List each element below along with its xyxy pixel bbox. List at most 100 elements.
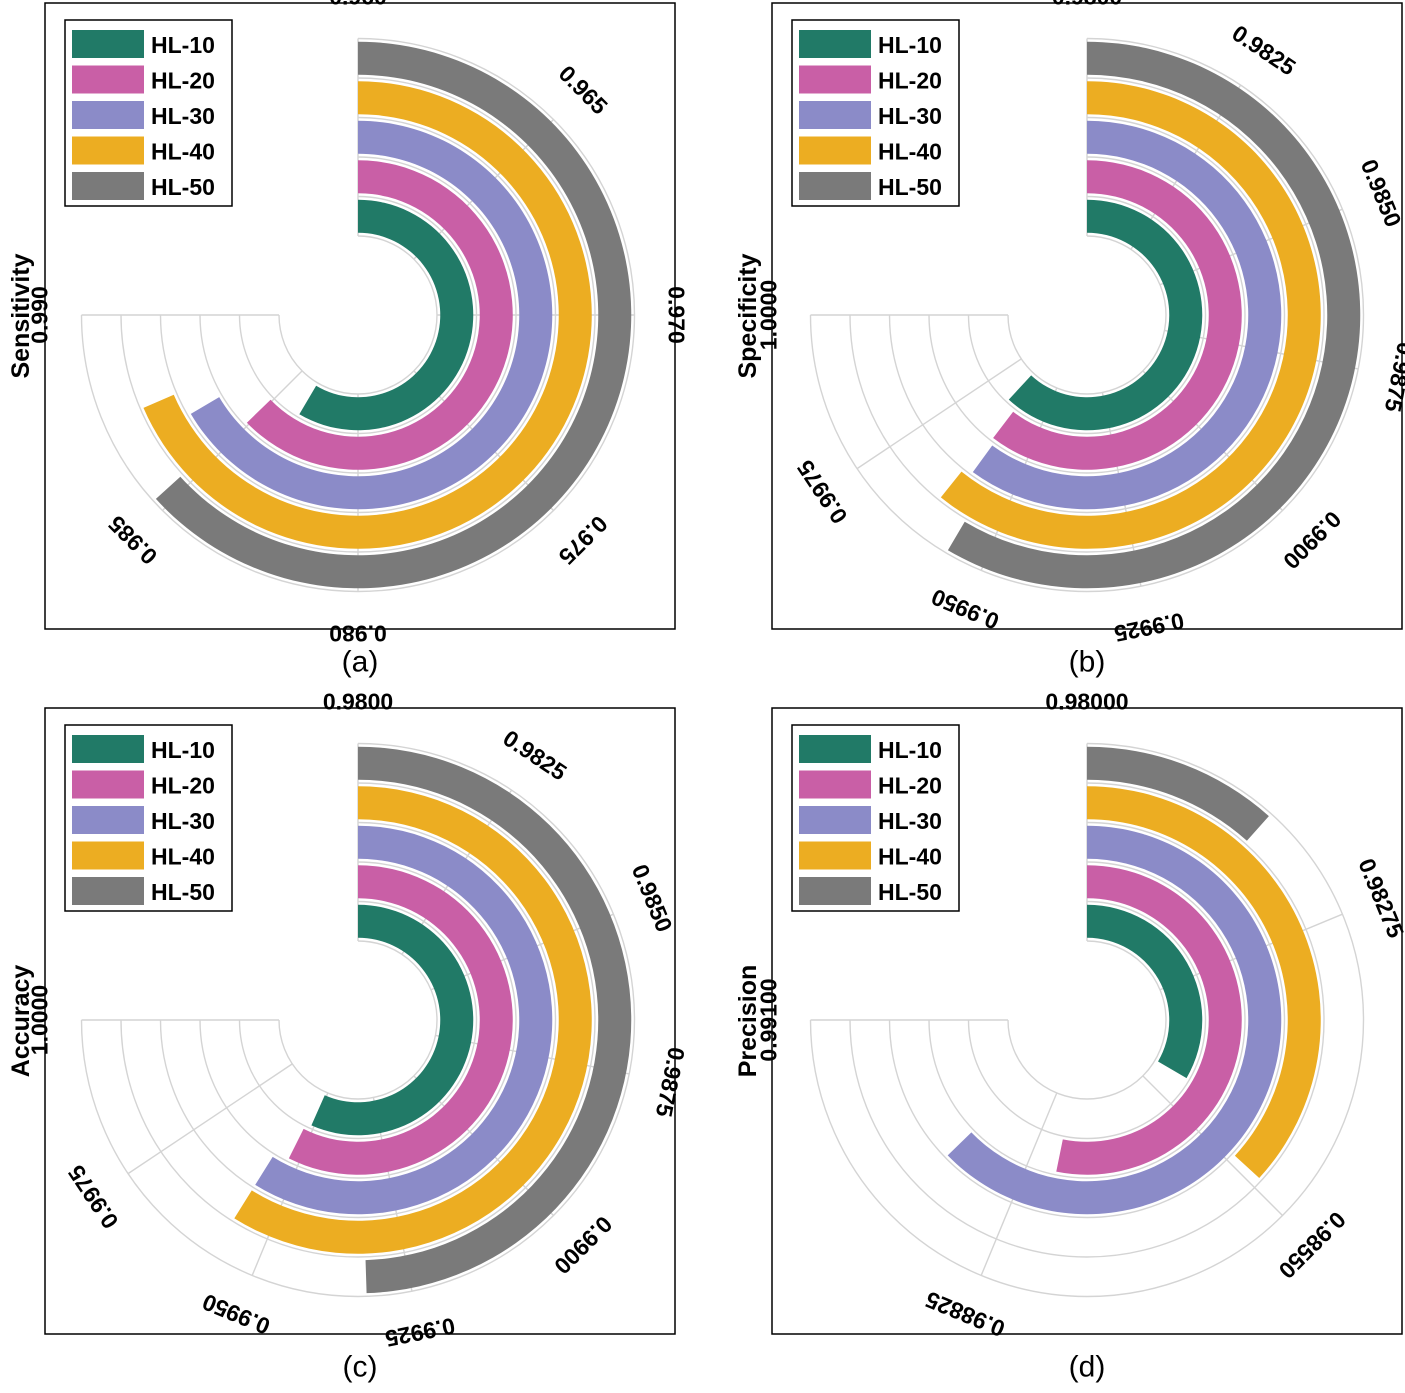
y-axis-label: Accuracy [7, 965, 35, 1078]
tick-label: 0.9975 [63, 1160, 124, 1233]
grid-spoke [856, 358, 1022, 470]
legend: HL-10 HL-20 HL-30 HL-40 HL-50 [791, 724, 960, 912]
bar-hl-50 [155, 41, 632, 589]
tick-label: 0.99100 [756, 978, 782, 1061]
legend-swatch-hl-20 [799, 770, 871, 799]
legend-swatch-hl-20 [799, 65, 871, 94]
y-axis-label: Precision [734, 965, 762, 1078]
legend-label: HL-50 [878, 879, 942, 905]
legend-swatch-hl-10 [72, 735, 144, 763]
legend-swatch-hl-30 [799, 806, 871, 834]
tick-label: 0.970 [664, 286, 690, 344]
bar-hl-10 [1087, 904, 1203, 1079]
legend-label: HL-10 [151, 737, 215, 763]
grid-spoke [127, 1063, 293, 1175]
tick-label: 0.9900 [549, 1211, 617, 1279]
bar-hl-20 [1056, 865, 1242, 1175]
tick-label: 0.9900 [1278, 506, 1346, 574]
legend-swatch-hl-40 [72, 136, 144, 165]
y-axis-label: Sensitivity [7, 253, 35, 378]
tick-label: 0.9875 [651, 1045, 690, 1119]
legend-swatch-hl-50 [72, 172, 144, 200]
bar-hl-10 [311, 904, 474, 1136]
legend: HL-10 HL-20 HL-30 HL-40 HL-50 [64, 724, 233, 912]
panel-caption: (d) [1069, 1351, 1106, 1384]
legend-swatch-hl-10 [799, 735, 871, 763]
legend-swatch-hl-50 [799, 877, 871, 905]
legend-label: HL-30 [151, 808, 215, 834]
bar-hl-20 [993, 160, 1242, 470]
tick-label: 0.9850 [1356, 156, 1405, 231]
bar-hl-10 [299, 199, 474, 431]
bar-hl-50 [358, 746, 632, 1294]
panel-1: 0.960 0.965 0.970 0.975 0.980 0.985 0.990Sensi… [7, 0, 690, 679]
bar-hl-30 [255, 825, 553, 1215]
grid-ring [278, 235, 438, 395]
legend-label: HL-20 [878, 68, 942, 94]
legend-swatch-hl-40 [799, 841, 871, 870]
legend-label: HL-50 [151, 879, 215, 905]
legend-label: HL-20 [151, 773, 215, 799]
panel-caption: (a) [342, 646, 379, 679]
tick-label: 0.9950 [199, 1289, 274, 1340]
bar-hl-40 [234, 786, 592, 1254]
bar-hl-40 [1087, 786, 1321, 1179]
bar-hl-30 [972, 120, 1282, 510]
panel-caption: (c) [343, 1351, 378, 1384]
legend-swatch-hl-30 [799, 101, 871, 129]
bar-hl-40 [940, 81, 1321, 549]
tick-label: 0.9825 [498, 725, 571, 786]
panel-4: 0.980000.982750.985500.988250.99100Preci… [734, 689, 1405, 1384]
panel-3: 0.9800 0.9825 0.9850 0.9875 0.9900 0.9925 0.99… [7, 689, 690, 1384]
tick-label: 0.98550 [1274, 1207, 1351, 1284]
tick-label: 0.9975 [792, 455, 853, 528]
bar-hl-30 [947, 825, 1282, 1215]
legend-label: HL-10 [878, 737, 942, 763]
grid-ring [1007, 940, 1167, 1100]
bar-hl-20 [246, 160, 513, 470]
legend-label: HL-10 [878, 32, 942, 58]
tick-label: 0.9875 [1380, 340, 1405, 414]
tick-label: 0.985 [103, 511, 162, 570]
panel-2: 0.9800 0.9825 0.9850 0.9875 0.9900 0.9925 0.99… [734, 0, 1405, 679]
plot-frame [44, 2, 676, 630]
tick-label: 0.9925 [383, 1313, 457, 1352]
legend-label: HL-40 [151, 844, 215, 870]
legend-swatch-hl-50 [72, 877, 144, 905]
legend-swatch-hl-20 [72, 770, 144, 799]
panel-caption: (b) [1069, 646, 1106, 679]
bar-hl-20 [288, 865, 513, 1175]
tick-label: 0.9800 [323, 689, 393, 715]
legend-label: HL-20 [878, 773, 942, 799]
legend-label: HL-50 [151, 174, 215, 200]
tick-label: 0.9950 [928, 584, 1003, 635]
tick-label: 0.9825 [1227, 20, 1300, 81]
bar-hl-10 [1008, 199, 1203, 431]
plot-frame [771, 2, 1403, 630]
legend-swatch-hl-10 [72, 30, 144, 58]
tick-label: 0.975 [554, 511, 613, 570]
legend-swatch-hl-30 [72, 806, 144, 834]
tick-label: 0.965 [554, 60, 613, 119]
tick-label: 0.960 [329, 0, 387, 10]
tick-label: 0.990 [27, 286, 53, 344]
tick-label: 0.9925 [1112, 608, 1186, 647]
legend: HL-10 HL-20 HL-30 HL-40 HL-50 [64, 19, 233, 207]
legend-label: HL-30 [151, 103, 215, 129]
legend-swatch-hl-40 [72, 841, 144, 870]
legend-label: HL-40 [878, 139, 942, 165]
tick-label: 0.980 [329, 621, 387, 647]
legend-swatch-hl-10 [799, 30, 871, 58]
legend-swatch-hl-50 [799, 172, 871, 200]
bar-hl-50 [1087, 746, 1269, 841]
tick-label: 0.9850 [627, 861, 678, 936]
legend-label: HL-40 [151, 139, 215, 165]
tick-label: 0.9800 [1052, 0, 1122, 10]
plot-frame [44, 707, 676, 1335]
legend-label: HL-10 [151, 32, 215, 58]
grid-ring [1007, 235, 1167, 395]
tick-label: 0.98000 [1045, 689, 1128, 715]
y-axis-label: Specificity [734, 253, 762, 378]
tick-label: 1.0000 [27, 985, 53, 1055]
